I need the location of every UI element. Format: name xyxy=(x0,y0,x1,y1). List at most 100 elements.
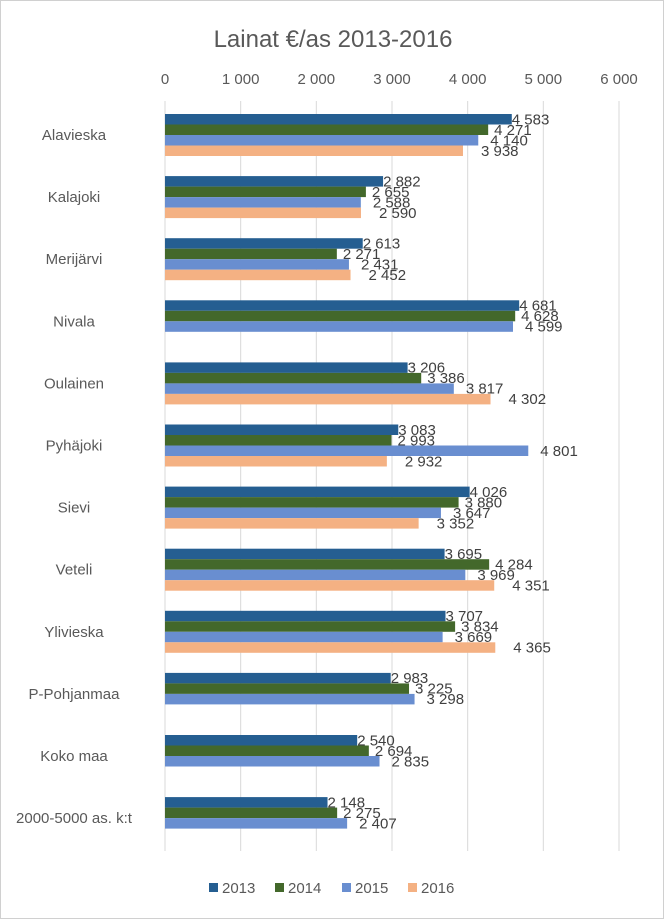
data-label: 4 302 xyxy=(509,391,547,408)
data-label: 4 599 xyxy=(525,319,563,336)
data-label: 4 271 xyxy=(494,122,532,139)
x-tick-label: 5 000 xyxy=(525,71,563,88)
data-label: 2 655 xyxy=(372,184,410,201)
data-label: 2 993 xyxy=(397,432,435,449)
bar xyxy=(165,683,410,694)
data-label: 2 983 xyxy=(391,670,429,687)
data-label: 4 284 xyxy=(495,556,533,573)
data-label: 3 298 xyxy=(427,691,465,708)
category-label: Kalajoki xyxy=(48,189,101,206)
category-label: Koko maa xyxy=(40,748,108,765)
category-label: Ylivieska xyxy=(44,624,104,641)
bars xyxy=(165,114,529,829)
data-label: 2 590 xyxy=(379,205,417,222)
bar xyxy=(165,435,392,446)
bar xyxy=(165,300,520,311)
chart-title: Lainat €/as 2013-2016 xyxy=(214,26,453,53)
category-label: P-Pohjanmaa xyxy=(29,686,121,703)
gridlines xyxy=(164,101,620,851)
x-tick-label: 6 000 xyxy=(600,71,638,88)
legend-swatch xyxy=(342,883,351,892)
legend: 2013 2014 2015 2016 xyxy=(209,880,454,897)
data-label: 4 365 xyxy=(513,640,551,657)
data-label: 3 206 xyxy=(408,360,446,377)
data-label: 4 351 xyxy=(512,577,550,594)
bar xyxy=(165,756,380,767)
bar xyxy=(165,548,445,560)
data-label: 4 140 xyxy=(490,132,528,149)
data-label: 3 969 xyxy=(477,567,515,584)
data-label: 2 613 xyxy=(363,235,401,252)
data-label: 2 452 xyxy=(369,267,407,284)
legend-label: 2013 xyxy=(222,880,255,897)
bar xyxy=(165,642,496,653)
bar xyxy=(165,372,422,384)
category-label: Pyhäjoki xyxy=(46,438,103,455)
x-tick-label: 2 000 xyxy=(298,71,336,88)
bar xyxy=(165,497,459,508)
bar xyxy=(165,124,489,135)
bar xyxy=(165,621,456,632)
bar xyxy=(165,259,349,270)
data-label: 3 880 xyxy=(465,494,503,511)
data-label: 4 801 xyxy=(540,443,578,460)
bar xyxy=(165,559,490,570)
bar xyxy=(165,362,408,373)
bar xyxy=(165,507,441,519)
bar xyxy=(165,807,338,819)
data-label: 3 669 xyxy=(455,629,493,646)
bar xyxy=(165,456,387,467)
bar xyxy=(165,248,337,260)
data-label: 2 271 xyxy=(343,246,381,263)
bar xyxy=(165,580,495,591)
bar xyxy=(165,424,399,435)
legend-label: 2016 xyxy=(421,880,454,897)
bar xyxy=(165,445,529,456)
category-label: Nivala xyxy=(53,313,95,330)
data-label: 3 352 xyxy=(437,515,475,532)
legend-swatch xyxy=(209,883,218,892)
bar xyxy=(165,672,391,684)
bar xyxy=(165,197,361,208)
data-label: 4 681 xyxy=(519,298,557,315)
bar xyxy=(165,207,361,219)
data-label: 3 707 xyxy=(445,608,483,625)
bar xyxy=(165,114,512,125)
bar xyxy=(165,135,479,146)
category-labels: Alavieska Kalajoki Merijärvi Nivala Oulainen… xyxy=(16,127,133,827)
bar xyxy=(165,321,513,332)
category-label: Merijärvi xyxy=(46,251,103,268)
bar xyxy=(165,518,419,529)
data-label: 2 882 xyxy=(383,173,421,190)
bar xyxy=(165,383,454,394)
data-label: 3 938 xyxy=(481,143,519,160)
data-label: 2 407 xyxy=(359,815,397,832)
x-tick-label: 0 xyxy=(161,71,169,88)
category-label: Veteli xyxy=(56,562,93,579)
legend-swatch xyxy=(408,883,417,892)
bar xyxy=(165,269,351,281)
data-label: 2 694 xyxy=(375,743,413,760)
bar xyxy=(165,310,516,322)
x-tick-label: 4 000 xyxy=(449,71,487,88)
data-label: 2 835 xyxy=(392,753,430,770)
bar xyxy=(165,610,446,622)
bar xyxy=(165,145,463,156)
bar xyxy=(165,186,366,198)
bar xyxy=(165,735,358,746)
legend-label: 2014 xyxy=(288,880,321,897)
bar xyxy=(165,818,348,829)
category-label: Oulainen xyxy=(44,375,104,392)
data-label: 4 628 xyxy=(521,308,559,325)
legend-label: 2015 xyxy=(355,880,388,897)
bar xyxy=(165,486,470,498)
data-label: 3 083 xyxy=(398,422,436,439)
data-label: 3 386 xyxy=(427,370,465,387)
bar xyxy=(165,238,363,249)
data-labels: 4 583 2 882 2 613 4 681 3 206 3 083 4 026 3 695… xyxy=(328,111,578,832)
data-label: 4 583 xyxy=(512,111,550,128)
data-label: 4 026 xyxy=(470,484,508,501)
data-label: 2 588 xyxy=(373,194,411,211)
